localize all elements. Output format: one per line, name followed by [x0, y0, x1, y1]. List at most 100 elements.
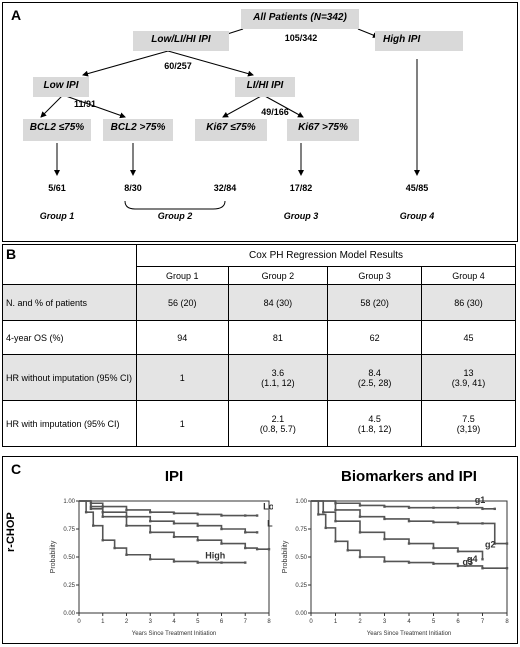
- panel-c: C r-CHOP IPI 0.00 0.25 0.50 0.75 1.00 0 1 2 3 4 5 6 7…: [2, 456, 518, 644]
- table-cell: 84 (30): [227, 284, 329, 321]
- censor-mark: [432, 562, 435, 565]
- node-li-hi-ipi: LI/HI IPI: [235, 77, 295, 97]
- node-high-ipi: High IPI: [375, 31, 463, 51]
- table-cell: 45: [421, 320, 516, 355]
- table-row: HR with imputation (95% CI) 1 2.1 (0.8, …: [2, 400, 516, 447]
- censor-mark: [358, 515, 362, 518]
- censor-mark: [244, 561, 247, 564]
- y-tick-label: 0.00: [295, 611, 307, 617]
- column-header: Group 3: [327, 266, 423, 285]
- row-label: HR with imputation (95% CI): [2, 400, 137, 447]
- table-cell: 94: [136, 320, 229, 355]
- x-tick-label: 4: [407, 619, 411, 625]
- censor-mark: [317, 513, 320, 516]
- censor-mark: [407, 519, 411, 523]
- censor-mark: [84, 511, 88, 514]
- censor-mark: [172, 512, 176, 515]
- censor-mark: [149, 511, 152, 514]
- panel-a-letter: A: [11, 7, 22, 23]
- censor-mark: [244, 546, 247, 550]
- row-label: N. and % of patients: [2, 284, 137, 321]
- table-cell: 2.1 (0.8, 5.7): [227, 400, 329, 447]
- censor-mark: [324, 526, 327, 530]
- censor-mark: [346, 549, 349, 552]
- censor-mark: [220, 542, 223, 545]
- table-cell: 62: [327, 320, 423, 355]
- censor-mark: [125, 553, 128, 556]
- censor-mark: [432, 546, 435, 550]
- table-cell: 3.6 (1.1, 12): [227, 354, 329, 401]
- node-low-li-hi-ipi: Low/LI/HI IPI: [133, 31, 229, 51]
- y-tick-label: 0.25: [295, 583, 307, 589]
- x-axis-label: Years Since Treatment Initiation: [367, 631, 452, 637]
- x-tick-label: 1: [334, 619, 338, 625]
- censor-mark: [493, 507, 496, 511]
- series-label-low: Low: [263, 502, 273, 512]
- series-line-g4: [311, 500, 507, 569]
- column-header: Group 4: [421, 266, 516, 285]
- censor-mark: [149, 558, 152, 561]
- censor-mark: [505, 567, 509, 570]
- table-cell: 81: [227, 320, 329, 355]
- node-low-ipi: Low IPI: [33, 77, 89, 97]
- table-row: HR without imputation (95% CI) 1 3.6 (1.…: [2, 354, 516, 401]
- x-tick-label: 3: [149, 619, 153, 625]
- censor-mark: [383, 517, 386, 521]
- censor-mark: [149, 531, 152, 534]
- table-row: N. and % of patients 56 (20) 84 (30) 58 …: [2, 284, 516, 321]
- x-tick-label: 7: [481, 619, 485, 625]
- censor-mark: [244, 514, 247, 517]
- frac-all-patients: 105/342: [284, 33, 318, 43]
- y-axis-label: Probability: [282, 540, 289, 573]
- node-all-patients: All Patients (N=342): [241, 9, 359, 29]
- group-label-1: Group 1: [39, 211, 75, 221]
- x-tick-label: 5: [432, 619, 436, 625]
- leaf-frac-3: 32/84: [213, 183, 237, 193]
- censor-mark: [196, 539, 199, 542]
- table-cell: 1: [136, 354, 229, 401]
- series-label-g1: g1: [475, 495, 486, 505]
- censor-mark: [220, 561, 223, 564]
- row-label: HR without imputation (95% CI): [2, 354, 137, 401]
- table-title: Cox PH Regression Model Results: [136, 244, 516, 267]
- censor-mark: [383, 560, 386, 563]
- node-ki67-gt-75: Ki67 >75%: [287, 119, 359, 141]
- censor-mark: [172, 560, 176, 563]
- y-tick-label: 0.75: [295, 527, 307, 533]
- x-tick-label: 7: [244, 619, 248, 625]
- x-axis-label: Years Since Treatment Initiation: [132, 631, 217, 637]
- censor-mark: [456, 522, 460, 525]
- censor-mark: [196, 561, 199, 564]
- y-axis-label: Probability: [50, 540, 57, 573]
- frac-li-hi-ipi: 49/166: [261, 107, 289, 117]
- series-label-high: High: [205, 551, 225, 561]
- series-label-li: LI: [267, 518, 273, 528]
- y-tick-label: 0.50: [63, 555, 75, 561]
- censor-mark: [196, 513, 199, 516]
- plot-frame: [78, 500, 270, 614]
- series-line-g1: [311, 500, 495, 510]
- table-cell: 8.4 (2.5, 28): [327, 354, 423, 401]
- censor-mark: [505, 542, 509, 545]
- panel-b: B Cox PH Regression Model Results Group …: [2, 244, 518, 448]
- censor-mark: [334, 519, 337, 523]
- censor-mark: [89, 507, 93, 511]
- censor-mark: [172, 522, 176, 525]
- panel-c-letter: C: [11, 461, 22, 477]
- y-tick-label: 0.25: [63, 583, 75, 589]
- censor-mark: [481, 567, 484, 570]
- censor-mark: [196, 524, 199, 527]
- x-tick-label: 3: [383, 619, 387, 625]
- cox-table: B Cox PH Regression Model Results Group …: [2, 244, 516, 447]
- censor-mark: [481, 558, 484, 561]
- censor-mark: [220, 514, 223, 517]
- censor-mark: [481, 522, 484, 525]
- leaf-frac-5: 45/85: [405, 183, 429, 193]
- x-tick-label: 6: [220, 619, 224, 625]
- censor-mark: [125, 524, 128, 527]
- censor-mark: [358, 504, 362, 507]
- series-label-g4: g4: [467, 554, 478, 564]
- censor-mark: [267, 547, 271, 551]
- x-tick-label: 2: [125, 619, 129, 625]
- frac-low-ipi: 11/91: [73, 99, 97, 109]
